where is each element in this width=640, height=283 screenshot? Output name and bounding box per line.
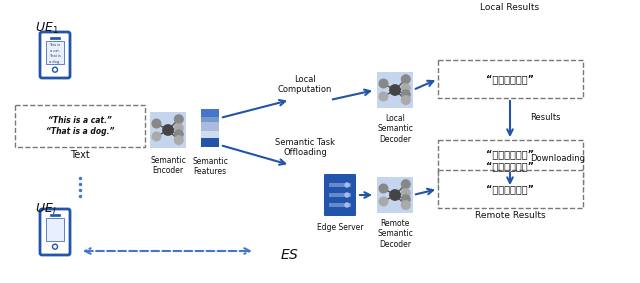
Bar	[377, 177, 413, 213]
Text: Text: Text	[70, 150, 90, 160]
Circle shape	[345, 193, 349, 197]
Text: Semantic
Encoder: Semantic Encoder	[150, 156, 186, 175]
Text: Results: Results	[530, 113, 561, 122]
Text: Downloading: Downloading	[530, 154, 585, 163]
Text: Remote Results: Remote Results	[475, 211, 545, 220]
Bar	[438, 140, 583, 188]
Circle shape	[52, 244, 58, 249]
Circle shape	[401, 96, 410, 104]
Bar	[150, 112, 186, 148]
Circle shape	[52, 67, 58, 72]
Text: That is: That is	[49, 54, 61, 58]
Bar	[438, 60, 583, 98]
Text: Local
Semantic
Decoder: Local Semantic Decoder	[377, 114, 413, 144]
Circle shape	[175, 136, 183, 144]
Circle shape	[379, 197, 388, 206]
Text: $ES$: $ES$	[280, 248, 300, 262]
Circle shape	[401, 195, 410, 204]
Circle shape	[401, 180, 410, 188]
Bar	[329, 203, 351, 207]
Circle shape	[379, 184, 388, 193]
Circle shape	[379, 92, 388, 101]
Text: $UE_1$: $UE_1$	[35, 21, 59, 36]
Bar	[50, 214, 60, 216]
Circle shape	[390, 191, 399, 199]
Circle shape	[379, 79, 388, 88]
Text: “这是一只猫。”: “这是一只猫。”	[486, 74, 534, 84]
Circle shape	[390, 85, 400, 95]
Circle shape	[401, 84, 410, 93]
Text: “This is a cat.”
“That is a dog.”: “This is a cat.” “That is a dog.”	[46, 116, 114, 136]
Bar	[377, 72, 413, 108]
Text: Semantic Task
Offloading: Semantic Task Offloading	[275, 138, 335, 157]
Circle shape	[390, 86, 399, 94]
Text: Edge Server: Edge Server	[317, 223, 364, 232]
Circle shape	[175, 124, 183, 132]
Bar	[329, 183, 351, 187]
Circle shape	[175, 130, 183, 139]
Text: This is: This is	[49, 43, 61, 47]
Bar	[201, 131, 219, 138]
Text: Semantic
Features: Semantic Features	[192, 157, 228, 176]
Text: Local Results: Local Results	[481, 3, 540, 12]
Bar	[15, 105, 145, 147]
Text: “那是一条狗。”: “那是一条狗。”	[486, 184, 534, 194]
Text: a cat.: a cat.	[50, 48, 60, 53]
Text: “这是一只猫。”
“那是一条狗。”: “这是一只猫。” “那是一条狗。”	[486, 149, 534, 171]
Circle shape	[390, 190, 400, 200]
FancyBboxPatch shape	[40, 209, 70, 255]
Text: Local
Computation: Local Computation	[278, 75, 332, 94]
Bar	[201, 138, 219, 147]
Circle shape	[175, 115, 183, 123]
Circle shape	[152, 132, 161, 141]
Bar	[438, 170, 583, 208]
Bar	[46, 41, 64, 65]
Circle shape	[345, 183, 349, 187]
Circle shape	[401, 201, 410, 209]
Circle shape	[401, 90, 410, 99]
Circle shape	[345, 203, 349, 207]
Circle shape	[401, 75, 410, 83]
Bar	[329, 193, 351, 197]
Bar	[46, 218, 64, 241]
Circle shape	[164, 126, 172, 134]
FancyBboxPatch shape	[40, 32, 70, 78]
Text: $UE_I$: $UE_I$	[35, 202, 56, 217]
Bar	[50, 37, 60, 39]
Bar	[201, 109, 219, 117]
Text: Remote
Semantic
Decoder: Remote Semantic Decoder	[377, 219, 413, 249]
Bar	[201, 123, 219, 131]
FancyBboxPatch shape	[324, 174, 356, 216]
Bar	[201, 117, 219, 123]
Circle shape	[401, 189, 410, 198]
Text: a dog.: a dog.	[49, 59, 61, 63]
Circle shape	[163, 125, 173, 135]
Circle shape	[152, 119, 161, 128]
